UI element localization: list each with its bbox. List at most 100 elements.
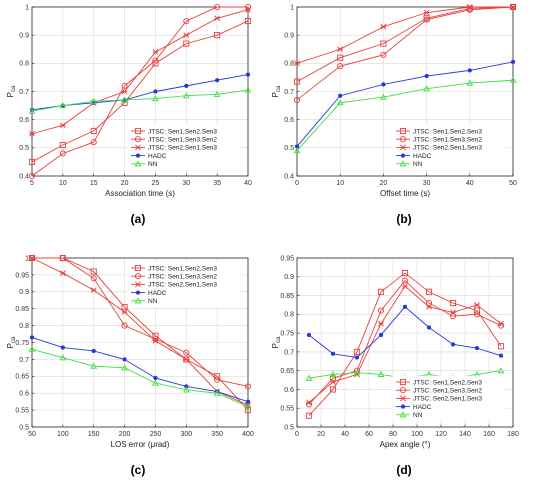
data-point	[337, 46, 344, 53]
legend-label: JTSC: Sen2,Sen1,Sen3	[413, 396, 482, 403]
y-tick-label: 0.95	[15, 272, 29, 279]
data-point	[306, 332, 312, 338]
legend-label: JTSC: Sen1,Sen2,Sen3	[148, 265, 217, 272]
data-point	[305, 401, 313, 408]
data-point	[466, 4, 473, 10]
data-point	[121, 364, 128, 371]
data-point	[152, 379, 159, 386]
y-tick-label: 0.4	[284, 173, 294, 180]
data-point	[244, 407, 252, 414]
data-point	[353, 369, 361, 376]
data-point	[498, 353, 504, 358]
x-axis-label: Offset time (s)	[380, 189, 430, 198]
panel-b: 0 10 20 30 40 50 0.4 0.5 0.6 0.7 0.8 0.9 1 Offset tim…	[271, 3, 517, 226]
x-tick-label: 140	[459, 431, 471, 438]
data-point	[353, 367, 361, 374]
data-point	[152, 332, 159, 339]
x-tick-label: 30	[423, 180, 431, 187]
legend-label: HADC	[148, 290, 167, 297]
x-tick-label: 30	[182, 180, 190, 187]
legend-item: JTSC: Sen1,Sen2,Sen3	[396, 378, 482, 386]
y-axis-label: Pca	[6, 336, 17, 348]
legend-item: JTSC: Sen2,Sen1,Sen3	[396, 395, 482, 403]
legend-item: JTSC: Sen2,Sen1,Sen3	[131, 144, 217, 152]
y-tick-label: 0.75	[15, 340, 29, 347]
y-tick-label: 1	[290, 4, 294, 11]
data-point	[214, 376, 221, 383]
data-point	[244, 18, 252, 25]
series-1	[28, 18, 252, 165]
legend-item: JTSC: Sen1,Sen3,Sen2	[131, 273, 217, 281]
legend-item: NN	[396, 411, 423, 419]
y-tick-label: 0.6	[19, 117, 29, 124]
data-point	[245, 399, 251, 404]
data-point	[59, 141, 66, 149]
legend-swatch-marker	[135, 290, 141, 295]
legend-swatch-marker	[399, 160, 407, 167]
panel-a: 5 10 15 20 25 30 35 40 0.4 0.5 0.6 0.7 0.8 0.9 1 Associ…	[6, 3, 252, 226]
data-point	[329, 386, 337, 393]
y-tick-label: 0.9	[19, 33, 29, 40]
x-tick-label: 50	[28, 431, 36, 438]
legend-swatch-marker	[134, 136, 142, 143]
y-tick-label: 0.95	[280, 255, 294, 262]
data-point	[152, 336, 159, 343]
legend-swatch-marker	[400, 395, 406, 402]
data-point	[184, 83, 189, 89]
data-point	[377, 288, 385, 295]
series-1	[305, 269, 505, 419]
y-axis-label-subscript: ca	[11, 336, 17, 343]
legend-label: NN	[413, 412, 423, 419]
series-5	[293, 76, 517, 154]
data-point	[450, 309, 456, 316]
series-line	[31, 9, 249, 135]
x-tick-label: 10	[336, 180, 344, 187]
panel-d: 0 20 40 60 80 100 120 140 160 180 0.5 0.55 0.6 0.65 0.…	[271, 255, 519, 477]
data-point	[183, 18, 190, 25]
y-tick-label: 0.85	[280, 293, 294, 300]
y-tick-label: 0.8	[19, 61, 29, 68]
series-line	[296, 6, 513, 64]
y-tick-label: 0.65	[15, 374, 29, 381]
panel-label: (d)	[396, 463, 411, 477]
data-point	[424, 73, 429, 79]
panel-c: 50 100 150 200 250 300 350 400 0.5 0.55 0.6 0.65 0.7…	[6, 254, 254, 477]
data-point	[183, 356, 190, 363]
data-point	[152, 57, 159, 64]
data-point	[466, 79, 474, 86]
data-point	[377, 307, 385, 314]
data-point	[473, 311, 481, 318]
data-point	[426, 325, 432, 330]
legend-swatch-marker	[400, 153, 406, 158]
data-point	[450, 342, 456, 347]
data-point	[59, 354, 67, 361]
data-point	[152, 49, 159, 55]
data-point	[213, 389, 221, 396]
y-tick-label: 0.8	[284, 312, 294, 319]
y-axis-label-main: P	[6, 92, 15, 97]
legend: JTSC: Sen1,Sen2,Sen3 JTSC: Sen1,Sen3,Sen2…	[392, 124, 506, 171]
legend-item: JTSC: Sen1,Sen3,Sen2	[396, 387, 482, 395]
x-tick-label: 50	[509, 180, 517, 187]
data-point	[380, 23, 387, 30]
y-tick-label: 0.55	[15, 408, 29, 415]
y-axis-label: Pca	[271, 336, 282, 348]
y-tick-label: 0.85	[15, 306, 29, 313]
data-point	[28, 345, 36, 352]
data-point	[426, 303, 432, 310]
legend-swatch-marker	[399, 411, 407, 418]
y-tick-label: 0.75	[280, 331, 294, 338]
legend-label: JTSC: Sen1,Sen2,Sen3	[413, 379, 482, 386]
data-point	[305, 412, 313, 419]
data-point	[337, 63, 344, 70]
data-point	[338, 93, 343, 98]
data-point	[152, 337, 159, 344]
data-point	[90, 139, 97, 146]
data-point	[121, 322, 128, 329]
data-point	[59, 150, 66, 157]
data-point	[306, 399, 312, 406]
data-point	[213, 90, 221, 97]
y-tick-label: 0.5	[284, 424, 294, 431]
data-point	[59, 270, 66, 277]
data-point	[214, 3, 221, 11]
